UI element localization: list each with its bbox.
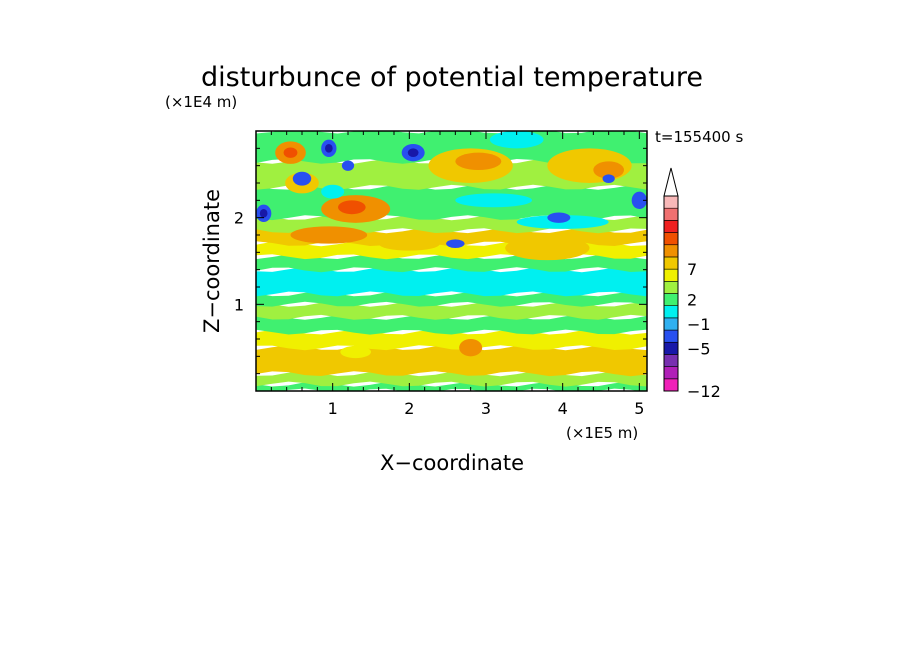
- contour-field: [256, 131, 647, 391]
- colorbar-tick-label: −5: [687, 339, 711, 358]
- contour-cell: [407, 148, 419, 158]
- time-label: t=155400 s: [655, 128, 743, 146]
- y-tick-label: 1: [234, 295, 244, 314]
- contour-band: [256, 131, 647, 164]
- contour-cell: [290, 226, 368, 244]
- colorbar-swatch: [663, 329, 679, 343]
- contour-cell: [593, 161, 625, 179]
- colorbar-swatch: [663, 220, 679, 233]
- colorbar-tick-label: −1: [687, 315, 711, 334]
- colorbar: −12−5−127: [663, 167, 721, 401]
- contour-band: [256, 291, 647, 307]
- contour-cell: [505, 235, 590, 261]
- colorbar-swatch: [663, 305, 679, 319]
- colorbar-frame: [663, 195, 679, 392]
- colorbar-swatch: [663, 244, 679, 258]
- contour-band: [256, 314, 647, 335]
- colorbar-swatch: [663, 281, 679, 294]
- contour-band: [256, 329, 647, 351]
- contour-cell: [455, 152, 502, 170]
- contour-cell: [459, 339, 483, 357]
- contour-cell: [321, 184, 345, 199]
- colorbar-extend-arrow: [663, 167, 679, 197]
- contour-cell: [602, 174, 615, 184]
- colorbar-swatch: [663, 366, 679, 380]
- colorbar-tick-label: 7: [687, 260, 697, 279]
- colorbar-swatch: [663, 341, 679, 355]
- colorbar-swatch: [663, 378, 679, 392]
- contour-cell: [631, 191, 647, 209]
- colorbar-swatch: [663, 232, 679, 246]
- x-tick-label: 2: [404, 399, 414, 418]
- colorbar-swatch: [663, 268, 679, 282]
- x-tick-label: 4: [558, 399, 568, 418]
- x-axis-label: X−coordinate: [380, 451, 524, 475]
- contour-band: [256, 184, 647, 221]
- x-tick-label: 1: [328, 399, 338, 418]
- contour-cell: [446, 239, 465, 249]
- colorbar-swatch: [663, 317, 679, 331]
- contour-cell: [292, 171, 312, 186]
- contour-cell: [283, 147, 298, 158]
- contour-band: [256, 267, 647, 297]
- colorbar-swatch: [663, 195, 679, 209]
- colorbar-swatch: [663, 207, 679, 221]
- y-unit-label: (×1E4 m): [165, 93, 237, 111]
- contour-cell: [341, 160, 355, 171]
- contour-cell: [259, 209, 268, 218]
- x-tick-label: 3: [481, 399, 491, 418]
- contour-cell: [338, 200, 366, 215]
- contour-band: [256, 345, 647, 377]
- contour-cell: [378, 236, 441, 251]
- colorbar-tick-label: 2: [687, 291, 697, 310]
- colorbar-tick-label: −12: [687, 382, 721, 401]
- colorbar-swatch: [663, 354, 679, 367]
- y-axis-label: Z−coordinate: [200, 189, 224, 333]
- x-unit-label: (×1E5 m): [566, 424, 638, 442]
- contour-cell: [325, 144, 333, 153]
- plot-frame: [255, 130, 648, 392]
- contour-cell: [547, 212, 571, 223]
- contour-cell: [489, 131, 544, 149]
- contour-cell: [455, 193, 532, 208]
- x-tick-label: 5: [634, 399, 644, 418]
- y-tick-label: 2: [234, 209, 244, 228]
- contour-cell: [340, 345, 371, 359]
- colorbar-swatch: [663, 293, 679, 306]
- chart-title: disturbunce of potential temperature: [201, 62, 703, 93]
- axes: 1 2 3 4 5 1 2: [234, 131, 647, 418]
- colorbar-swatch: [663, 256, 679, 270]
